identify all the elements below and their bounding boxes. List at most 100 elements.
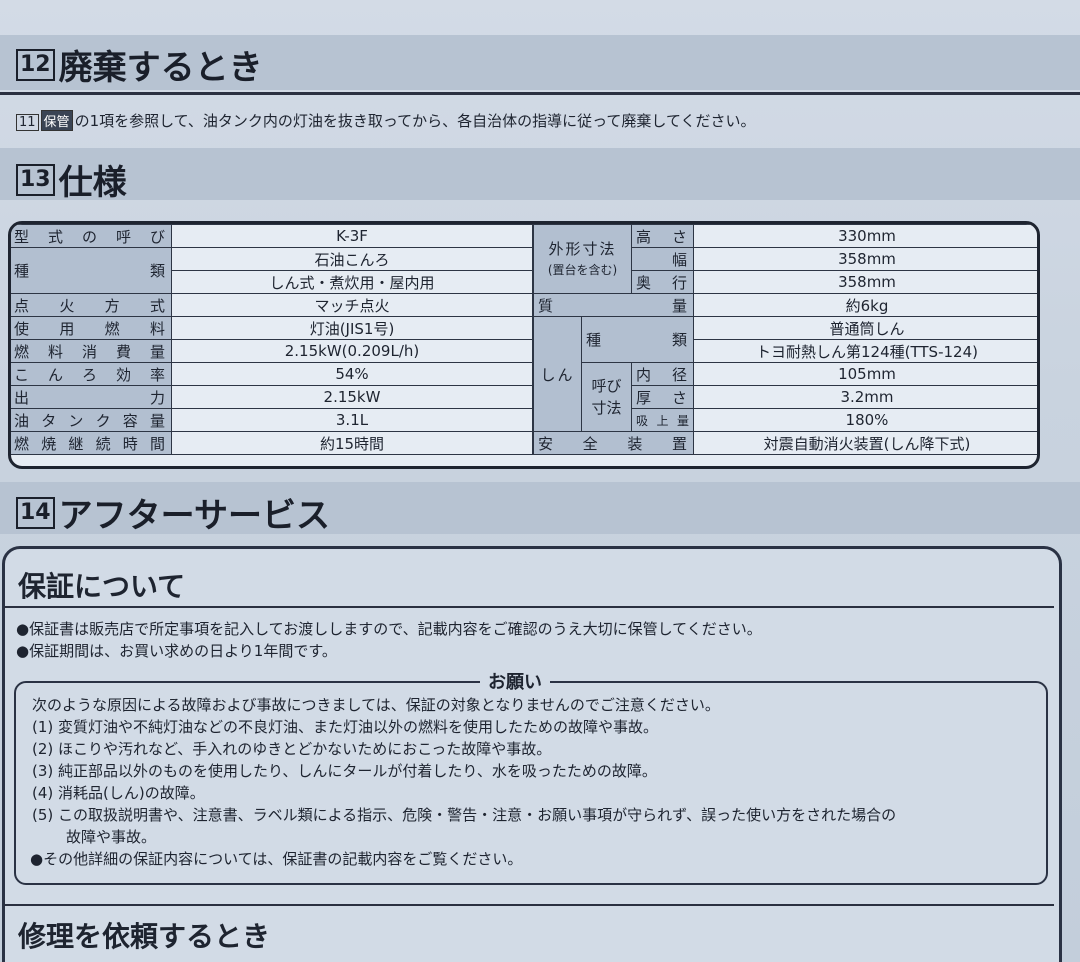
label: 厚さ [631,385,694,409]
label: 出力 [11,385,172,409]
disposal-body: の1項を参照して、油タンク内の灯油を抜き取ってから、各自治体の指導に従って廃棄し… [74,112,756,130]
section-number: 13 [16,163,55,196]
warranty-title: 保証について [18,570,186,603]
bullet: ●保証書は販売店で所定事項を記入してお渡ししますので、記載内容をご確認のうえ大切… [16,620,762,638]
table-row: しん式・煮炊用・屋内用 [11,270,533,294]
label: 吸上量 [631,408,694,432]
value: 灯油(JIS1号) [171,316,533,340]
section-number: 12 [16,48,55,81]
table-row: 吸上量 180% [534,408,1037,432]
label: 呼び寸法 [581,362,632,432]
section-title: 廃棄するとき [58,48,263,88]
section-after-service-heading: 14 アフターサービス [16,488,330,537]
value: 180% [693,408,1037,432]
list-item: (5) この取扱説明書や、注意書、ラベル類による指示、危険・警告・注意・お願い事… [32,806,897,824]
label: 種類 [11,247,172,294]
label: 安全装置 [533,431,694,455]
label: 種類 [581,316,694,363]
value: 2.15kW [171,385,533,409]
bullet: ●保証期間は、お買い求めの日より1年間です。 [16,642,337,660]
label: 質量 [533,293,694,317]
table-row: 油タンク容量 3.1L [11,408,533,432]
divider [4,606,1054,608]
label: 燃料消費量 [11,339,172,363]
repair-title: 修理を依頼するとき [18,920,271,953]
table-row: 種類 石油こんろ [11,247,533,294]
value: 約15時間 [171,431,533,455]
divider [0,92,1080,95]
value: 普通筒しん [693,316,1037,340]
label: 型式の呼び [11,224,172,248]
list-item: (3) 純正部品以外のものを使用したり、しんにタールが付着したり、水を吸ったため… [32,762,657,780]
label: 幅 [631,247,694,271]
section-band [0,35,1080,90]
label: 外形寸法 [548,239,617,258]
request-body: 次のような原因による故障および事故につきましては、保証の対象となりませんのでご注… [32,694,896,848]
table-row: 呼び寸法 内径 105mm [534,362,1037,432]
value: K-3F [171,224,533,248]
section-specs-heading: 13 仕様 [16,155,127,204]
table-row: 出力 2.15kW [11,385,533,409]
request-intro: 次のような原因による故障および事故につきましては、保証の対象となりませんのでご注… [32,696,720,714]
table-row: 外形寸法 (置台を含む) 高さ 330mm [533,224,1037,294]
value: 約6kg [693,293,1037,317]
label: 燃焼継続時間 [11,431,172,455]
value: 石油こんろ [171,247,533,271]
table-row: 使用燃料 灯油(JIS1号) [11,316,533,340]
label: 使用燃料 [11,316,172,340]
ref-number: 11 [16,114,39,131]
other-note: ●その他詳細の保証内容については、保証書の記載内容をご覧ください。 [30,850,523,868]
spec-table-left: 型式の呼び K-3F 種類 石油こんろ しん式・煮炊用・屋内用 点火方式 マッチ点火 … [11,224,533,455]
value: 358mm [693,270,1037,294]
list-item: (4) 消耗品(しん)の故障。 [32,784,205,802]
table-row: 幅 358mm [534,247,1037,271]
list-item: 故障や事故。 [66,828,157,846]
divider [4,904,1054,906]
list-item: (2) ほこりや汚れなど、手入れのゆきとどかないためにおこった故障や事故。 [32,740,552,758]
label: 奥行 [631,270,694,294]
table-row: 燃焼継続時間 約15時間 [11,431,533,455]
label: しん [533,316,582,432]
table-row: トヨ耐熱しん第124種(TTS-124) [534,339,1037,363]
disposal-text: 11 保管 の1項を参照して、油タンク内の灯油を抜き取ってから、各自治体の指導に従っ… [16,110,756,131]
warranty-box [2,546,1062,962]
request-title: お願い [480,668,550,694]
dims-label: 外形寸法 (置台を含む) [533,224,632,294]
label: 内径 [631,362,694,386]
value: 358mm [693,247,1037,271]
table-row: 安全装置 対震自動消火装置(しん降下式) [533,431,1037,455]
label: こんろ効率 [11,362,172,386]
label: 点火方式 [11,293,172,317]
section-band [0,148,1080,200]
value: トヨ耐熱しん第124種(TTS-124) [693,339,1037,363]
value: 105mm [693,362,1037,386]
value: しん式・煮炊用・屋内用 [171,270,533,294]
section-title: アフターサービス [58,496,330,536]
label: 高さ [631,224,694,248]
table-row: 質量 約6kg [533,293,1037,317]
list-item: (1) 変質灯油や不純灯油などの不良灯油、また灯油以外の燃料を使用したための故障… [32,718,659,736]
value: 54% [171,362,533,386]
section-disposal-heading: 12 廃棄するとき [16,40,263,89]
value: 330mm [693,224,1037,248]
label: 油タンク容量 [11,408,172,432]
table-row: こんろ効率 54% [11,362,533,386]
section-band [0,482,1080,534]
sub-label: (置台を含む) [547,262,618,277]
table-row: しん 種類 普通筒しん [533,316,1037,432]
section-number: 14 [16,496,55,529]
section-title: 仕様 [58,163,127,203]
spec-table-right: 外形寸法 (置台を含む) 高さ 330mm 幅 358mm 奥行 358mm 質量 約6kg… [533,224,1037,455]
warranty-bullets: ●保証書は販売店で所定事項を記入してお渡ししますので、記載内容をご確認のうえ大切… [16,618,762,662]
value: マッチ点火 [171,293,533,317]
value: 2.15kW(0.209L/h) [171,339,533,363]
value: 対震自動消火装置(しん降下式) [693,431,1037,455]
value: 3.2mm [693,385,1037,409]
table-row: 型式の呼び K-3F [11,224,533,248]
value: 3.1L [171,408,533,432]
ref-tag: 保管 [40,110,73,131]
table-row: 点火方式 マッチ点火 [11,293,533,317]
table-row: 燃料消費量 2.15kW(0.209L/h) [11,339,533,363]
spec-table: 型式の呼び K-3F 種類 石油こんろ しん式・煮炊用・屋内用 点火方式 マッチ点火 … [8,221,1040,469]
